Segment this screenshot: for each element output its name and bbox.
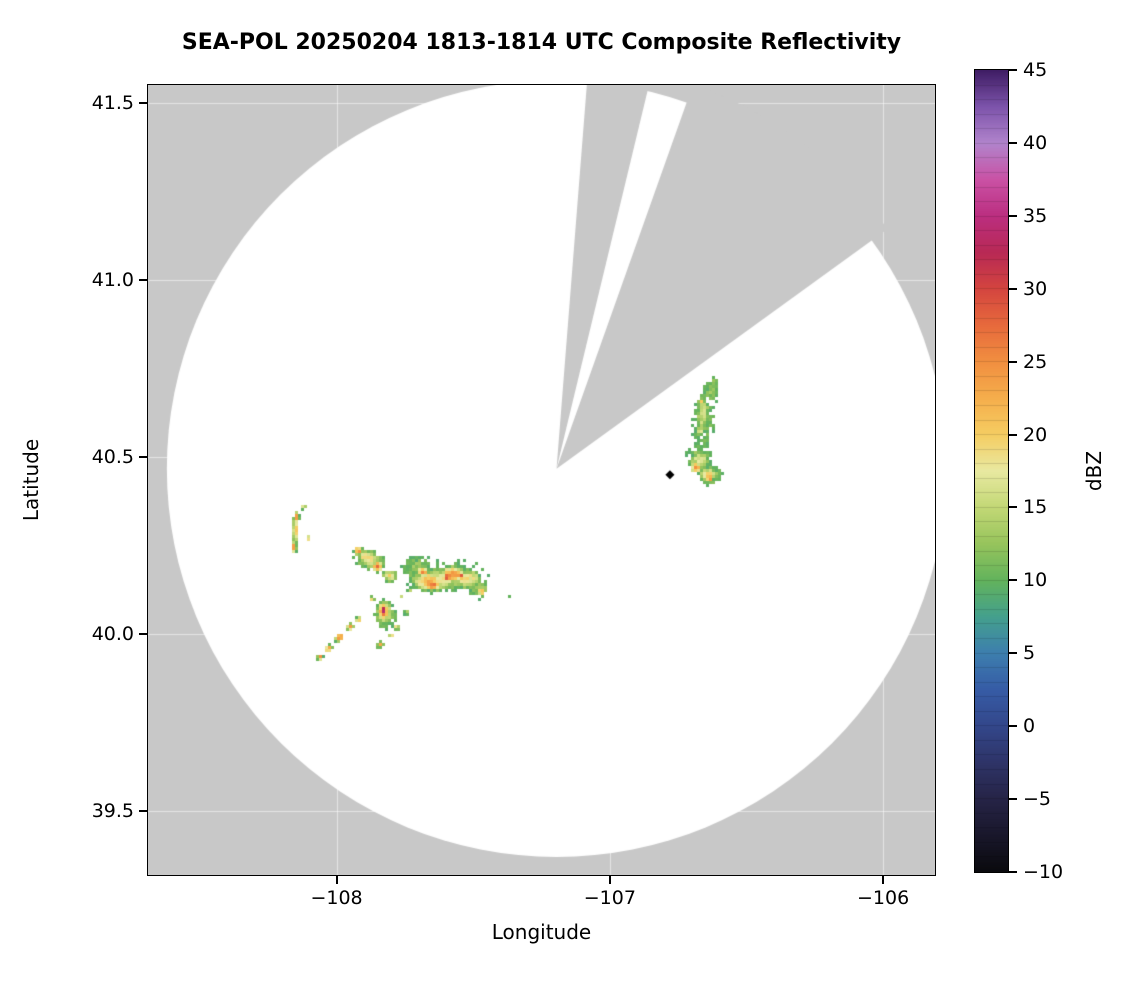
colorbar-tick-label: 20 [1023,423,1048,446]
y-tick-mark [139,101,147,104]
chart-title: SEA-POL 20250204 1813-1814 UTC Composite… [181,30,902,55]
colorbar-tick-label: −5 [1023,788,1052,811]
colorbar-canvas [975,70,1008,872]
y-tick-label: 40.0 [91,623,134,646]
colorbar-tick-label: 15 [1023,496,1048,519]
colorbar-tick-mark [1009,287,1017,290]
colorbar-tick-label: −10 [1023,861,1064,883]
colorbar-tick-mark [1009,141,1017,144]
plot-area [147,84,936,876]
y-tick-label: 41.5 [91,91,134,114]
x-tick-label: −108 [310,887,363,909]
colorbar-tick-mark [1009,69,1017,71]
y-tick-label: 39.5 [91,800,134,823]
colorbar-tick-mark [1009,214,1017,217]
colorbar-tick-mark [1009,579,1017,582]
colorbar-tick-mark [1009,725,1017,728]
colorbar-tick-mark [1009,652,1017,655]
y-tick-mark [139,278,147,281]
y-axis-label: Latitude [19,438,43,522]
y-tick-mark [139,455,147,458]
colorbar-tick-mark [1009,360,1017,363]
x-axis-label: Longitude [491,920,592,944]
x-tick-mark [608,876,611,884]
colorbar-tick-label: 10 [1023,569,1048,592]
colorbar-label: dBZ [1082,450,1106,492]
colorbar-tick-label: 5 [1023,642,1036,665]
x-tick-label: −107 [583,887,636,909]
colorbar-tick-label: 25 [1023,350,1048,373]
radar-plot-canvas [148,85,935,875]
colorbar-tick-mark [1009,798,1017,801]
colorbar [974,69,1009,873]
colorbar-tick-mark [1009,871,1017,873]
colorbar-tick-mark [1009,506,1017,509]
colorbar-tick-label: 35 [1023,204,1048,227]
y-tick-label: 41.0 [91,268,134,291]
colorbar-tick-label: 0 [1023,715,1036,738]
x-tick-label: −106 [856,887,910,909]
colorbar-tick-label: 40 [1023,131,1048,154]
x-tick-mark [882,876,885,884]
y-tick-label: 40.5 [91,445,134,468]
colorbar-tick-label: 30 [1023,277,1048,300]
colorbar-tick-label: 45 [1023,59,1048,81]
x-tick-mark [335,876,338,884]
y-tick-mark [139,810,147,813]
y-tick-mark [139,633,147,636]
colorbar-tick-mark [1009,433,1017,436]
